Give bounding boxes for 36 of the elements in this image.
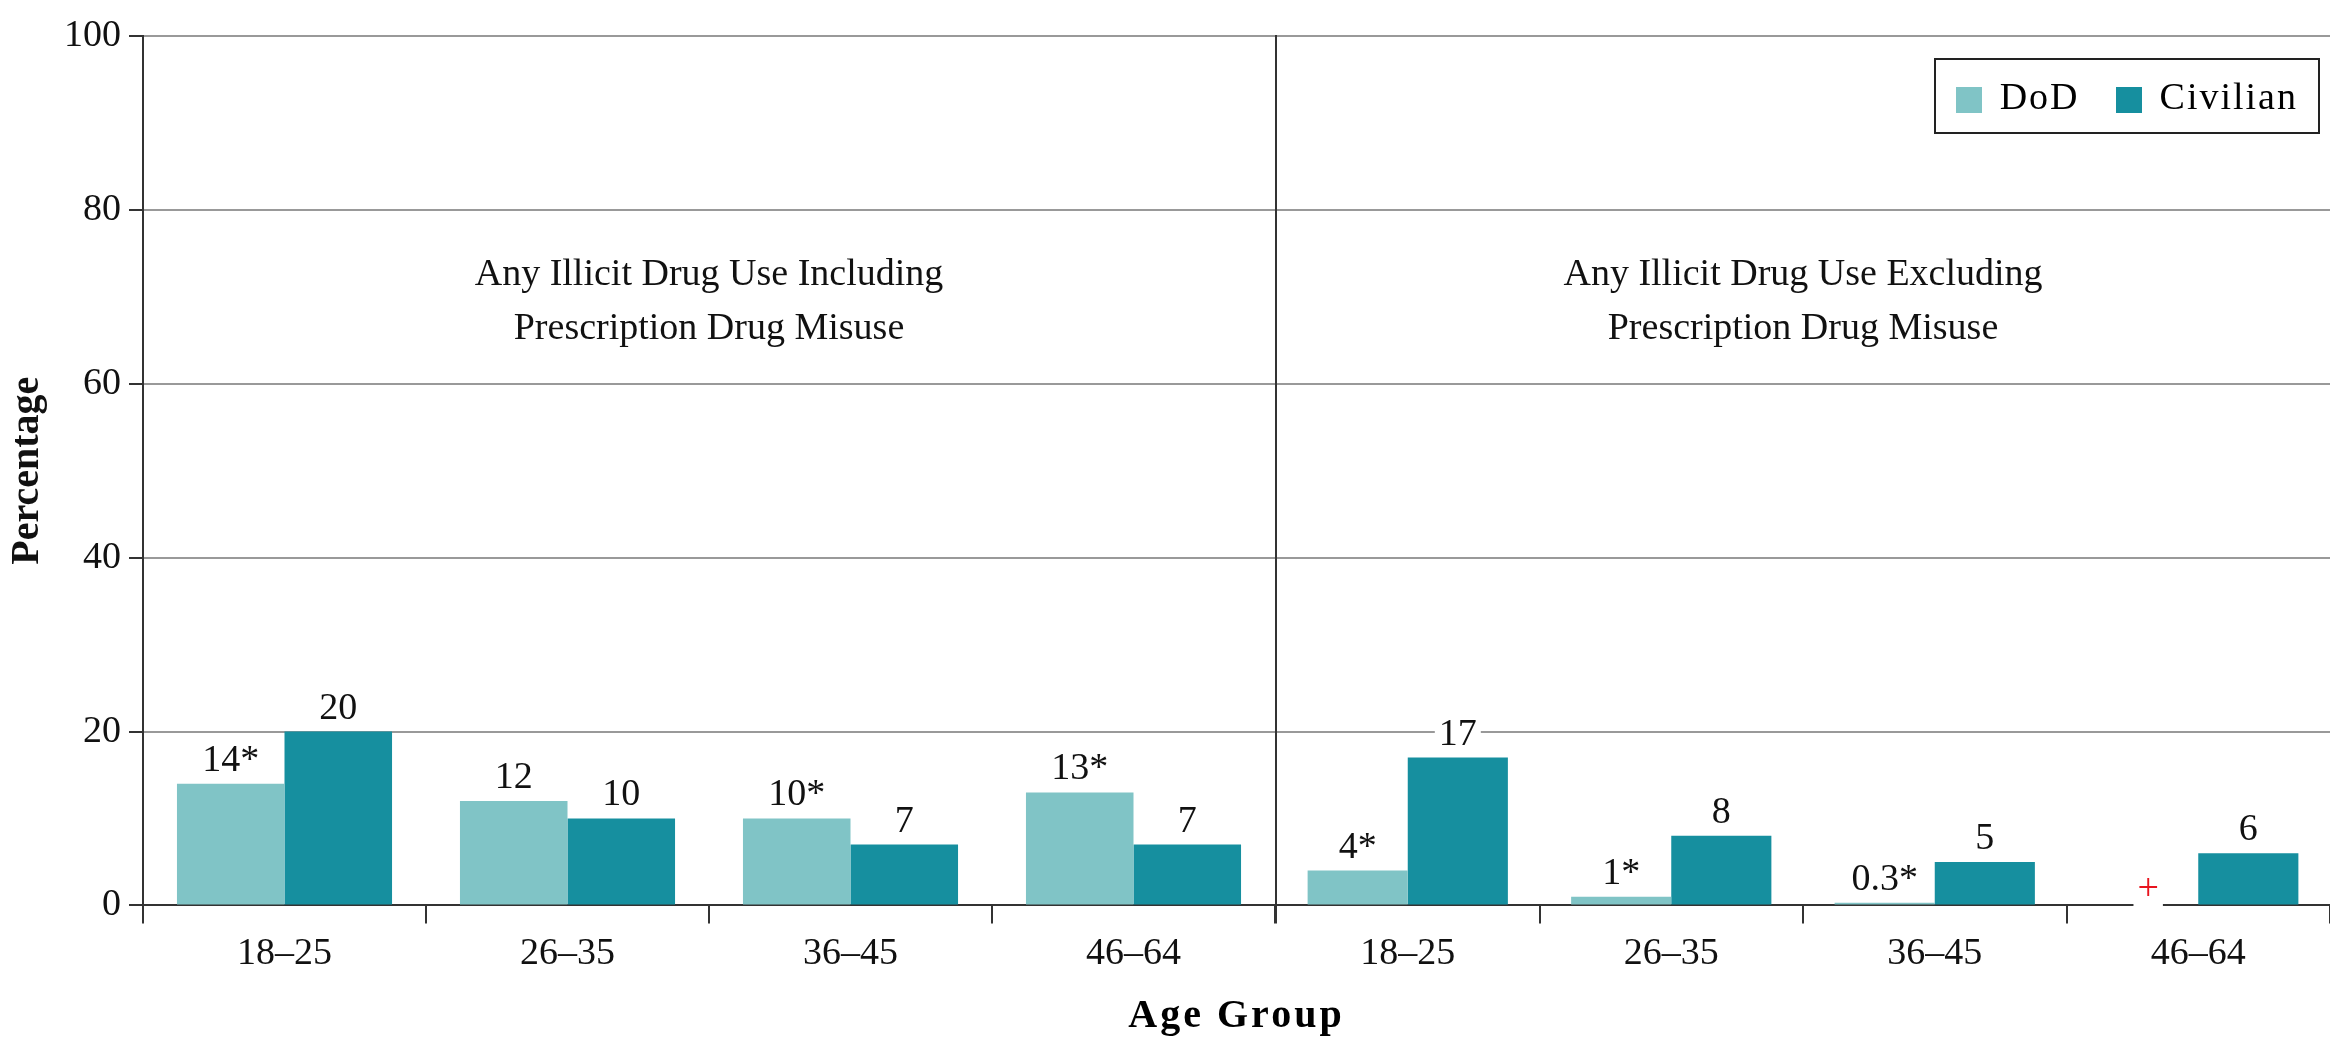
y-tick-label: 0 xyxy=(102,881,121,924)
data-label: 14* xyxy=(202,736,260,779)
data-label: 1* xyxy=(1602,849,1641,892)
x-tick-label: 36–45 xyxy=(1887,930,1983,973)
y-tick-label: 80 xyxy=(83,185,121,228)
legend-label: DoD xyxy=(1998,74,2080,118)
data-label: 8 xyxy=(1711,788,1731,831)
data-label: 6 xyxy=(2238,806,2258,849)
y-tick-label: 100 xyxy=(64,11,121,54)
y-tick-label: 20 xyxy=(83,707,121,750)
data-label: 20 xyxy=(319,684,358,727)
data-label: 5 xyxy=(1975,814,1995,857)
data-label: 10 xyxy=(602,771,641,814)
y-tick-label: 60 xyxy=(83,359,121,402)
text: + xyxy=(2137,866,2159,909)
data-label: 13* xyxy=(1051,745,1109,788)
data-label: 10* xyxy=(768,771,826,814)
x-tick-label: 46–64 xyxy=(1086,930,1181,973)
y-axis-title: Percentage xyxy=(2,376,48,565)
x-tick-label: 36–45 xyxy=(803,930,898,973)
y-tick-label: 40 xyxy=(83,533,121,576)
x-tick-label: 18–25 xyxy=(1360,930,1456,973)
x-tick-label: 46–64 xyxy=(2150,930,2246,973)
data-label: 12 xyxy=(494,754,533,797)
annotation: Any Illicit Drug Use Including Prescription Drug Misuse xyxy=(474,251,944,348)
annotation: Any Illicit Drug Use Excluding Prescription Drug Misuse xyxy=(1563,251,2043,348)
legend-label: Civilian xyxy=(2158,74,2298,118)
data-label: 7 xyxy=(894,797,914,840)
data-label: 0.3* xyxy=(1851,855,1918,898)
data-label: 4* xyxy=(1338,823,1377,866)
x-tick-label: 26–35 xyxy=(520,930,615,973)
x-tick-label: 26–35 xyxy=(1623,930,1719,973)
x-tick-label: 18–25 xyxy=(237,930,332,973)
data-label: 7 xyxy=(1177,797,1197,840)
x-axis-title: Age Group xyxy=(1127,990,1346,1037)
data-label: 17 xyxy=(1438,710,1477,753)
